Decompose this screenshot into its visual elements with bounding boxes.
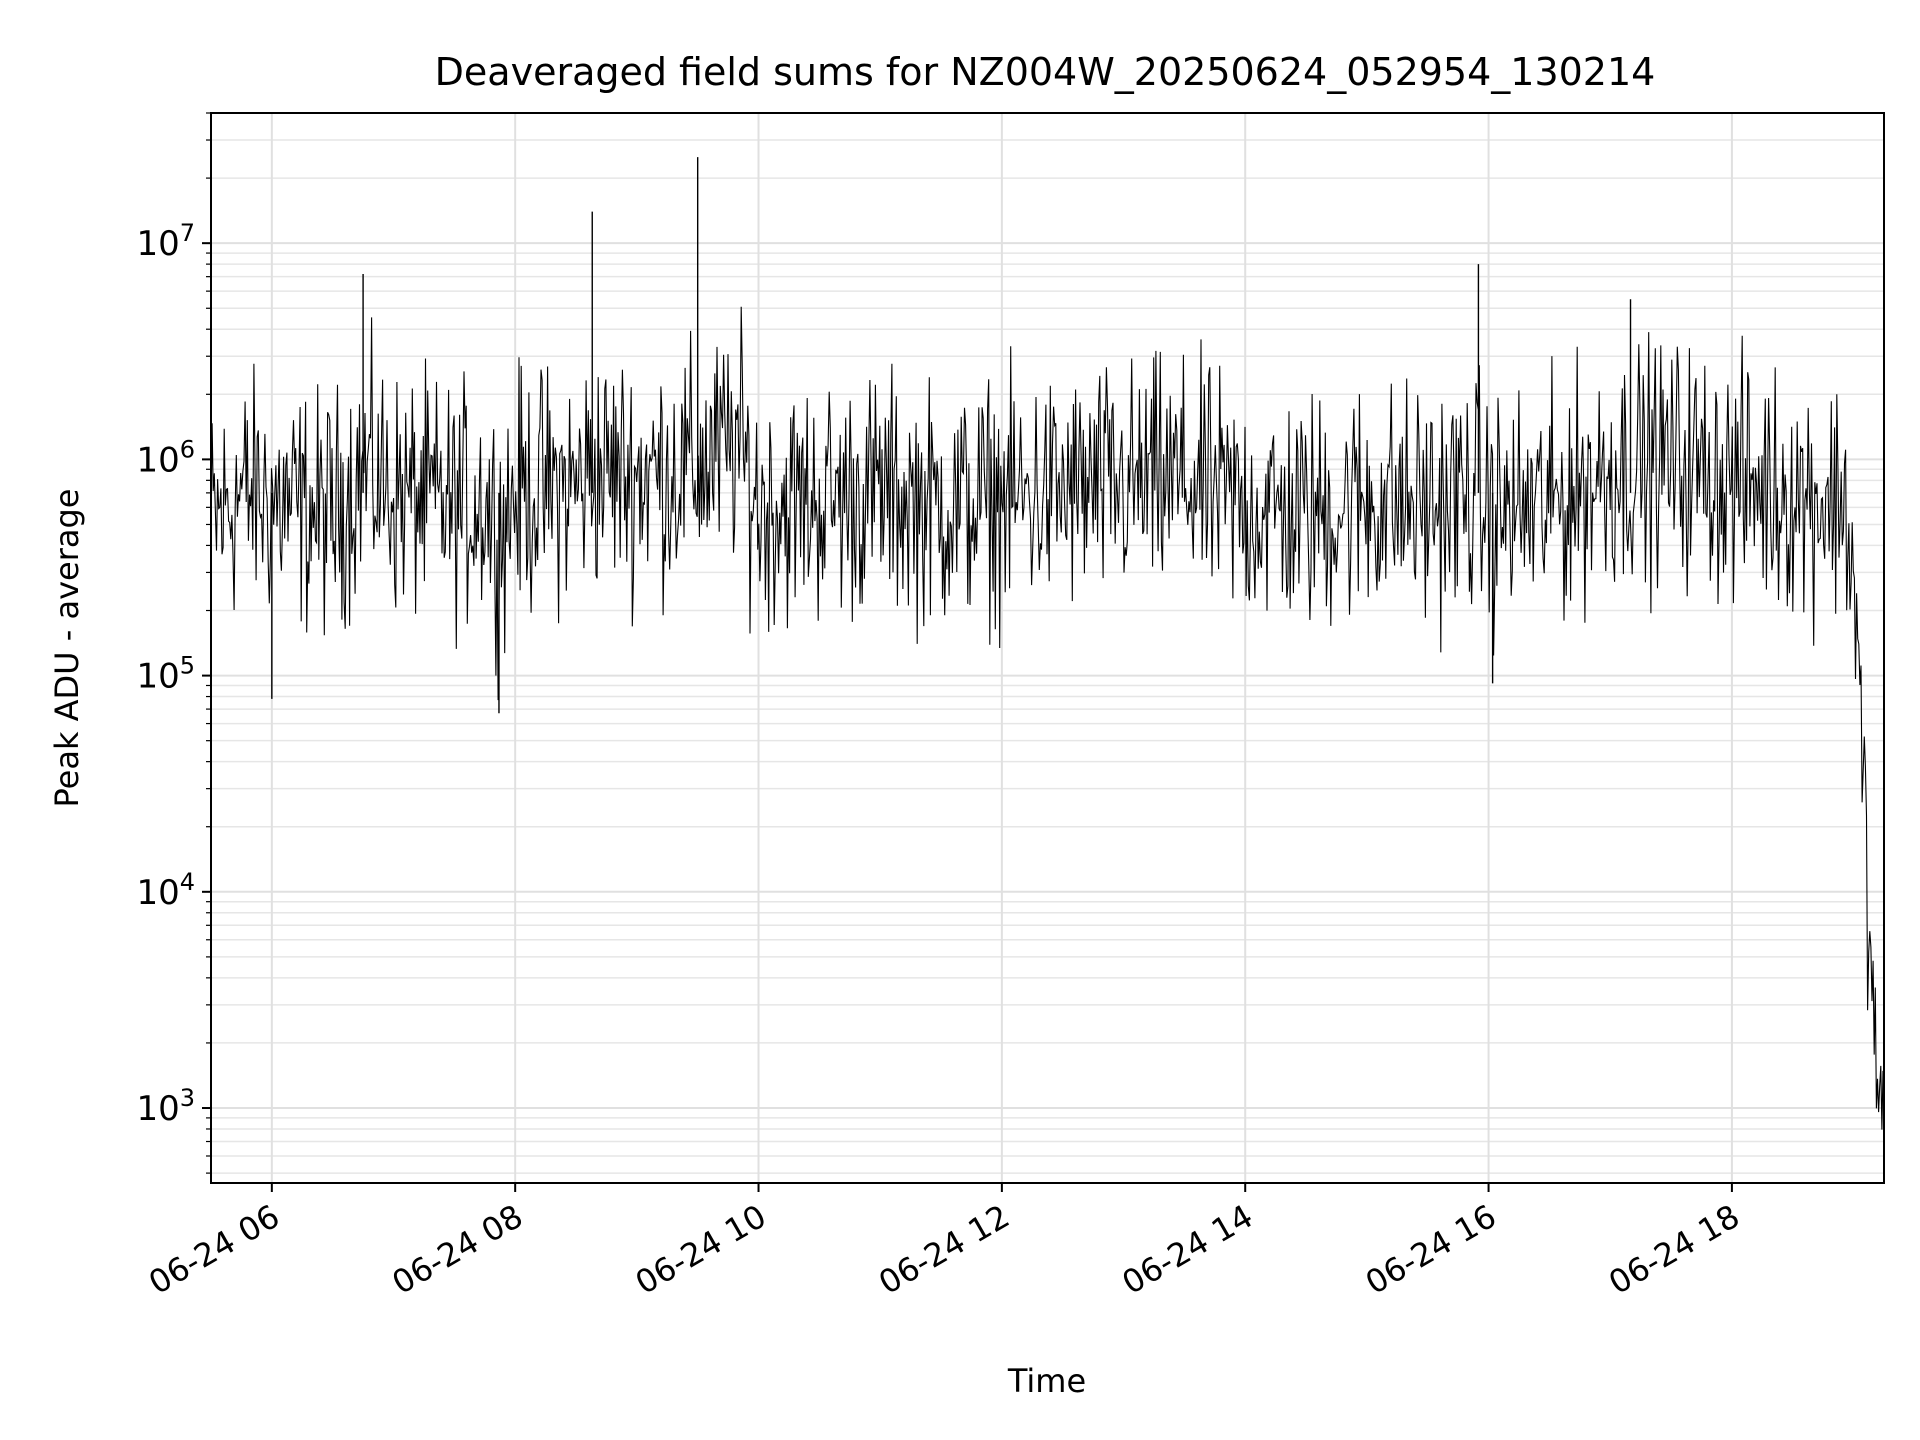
y-tick-label: 103 [136, 1084, 195, 1129]
y-axis-label: Peak ADU - average [48, 489, 86, 808]
y-tick-label: 104 [136, 868, 195, 913]
y-tick-label: 105 [136, 652, 195, 697]
x-axis-label: Time [1007, 1362, 1086, 1400]
y-ticks: 103 104 105 106 107 [136, 112, 211, 1174]
series-group [210, 157, 1884, 1130]
y-tick-label: 106 [136, 435, 195, 480]
plot-frame [210, 112, 1885, 1184]
y-tick-label: 107 [136, 219, 195, 264]
series-line [210, 306, 1884, 1130]
grid [211, 112, 1884, 1183]
chart-title: Deaveraged field sums for NZ004W_2025062… [435, 50, 1656, 94]
